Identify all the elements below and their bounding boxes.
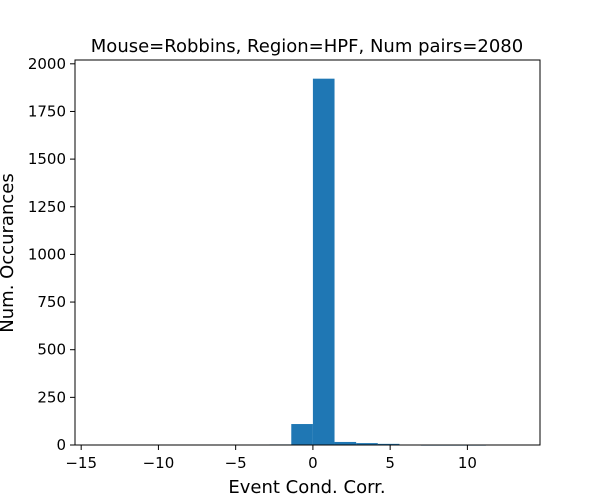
y-tick-label: 1250 — [28, 198, 66, 216]
x-tick-label: 5 — [385, 454, 395, 472]
x-tick-label: 0 — [308, 454, 318, 472]
x-axis: −15 −10 −5 0 5 10 — [65, 445, 477, 472]
y-tick-label: 0 — [56, 436, 66, 454]
histogram-bar — [356, 443, 378, 445]
plot-frame — [74, 59, 541, 446]
histogram-bar — [291, 424, 313, 445]
histogram-bar — [334, 441, 357, 445]
y-tick-label: 250 — [37, 388, 66, 406]
y-axis: 0 250 500 750 1000 1250 1500 1750 2000 — [28, 55, 75, 454]
y-tick-label: 1500 — [28, 150, 66, 168]
histogram-bar — [312, 78, 335, 445]
y-tick-label: 750 — [37, 293, 66, 311]
x-tick-label: 10 — [458, 454, 477, 472]
x-axis-label: Event Cond. Corr. — [228, 477, 385, 498]
histogram-bar — [377, 443, 400, 445]
x-tick-label: −5 — [225, 454, 247, 472]
y-axis-label: Num. Occurances — [0, 173, 18, 332]
y-tick-label: 2000 — [28, 55, 66, 73]
x-tick-label: −15 — [65, 454, 97, 472]
y-tick-label: 500 — [37, 341, 66, 359]
chart-title: Mouse=Robbins, Region=HPF, Num pairs=208… — [91, 36, 523, 57]
y-tick-label: 1000 — [28, 245, 66, 263]
y-tick-label: 1750 — [28, 102, 66, 120]
x-tick-label: −10 — [143, 454, 175, 472]
bars-group — [269, 78, 486, 446]
